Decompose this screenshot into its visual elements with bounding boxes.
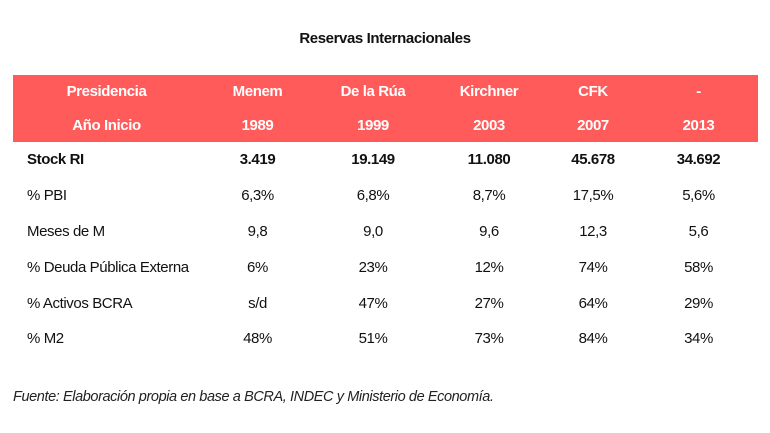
header-cell: Menem [200,75,315,109]
table-row: Stock RI 3.419 19.149 11.080 45.678 34.692 [13,142,758,178]
header-cell: 2003 [431,108,547,142]
table-cell: 8,7% [472,187,506,205]
table-cell: 84% [578,330,608,348]
header-label: Año Inicio [13,108,200,142]
table-cell: 34% [684,330,713,348]
table-row: % M2 48% 51% 73% 84% 34% [13,321,758,357]
table-row: % Activos BCRA s/d 47% 27% 64% 29% [13,285,758,321]
table-cell: 12% [474,258,504,276]
table-row: Meses de M 9,8 9,0 9,6 12,3 5,6 [13,214,758,250]
row-label: % Activos BCRA [27,294,133,312]
table-cell: 58% [684,258,713,276]
table-row: % Deuda Pública Externa 6% 23% 12% 74% 58% [13,249,758,285]
header-cell: - [639,75,758,109]
row-label: % Deuda Pública Externa [27,258,189,276]
table-cell: 48% [243,330,272,348]
source-note: Fuente: Elaboración propia en base a BCR… [13,389,494,405]
table-cell: 3.419 [239,151,276,169]
table-cell: 64% [578,294,608,312]
row-label: Stock RI [27,151,84,169]
header-cell: De la Rúa [315,75,431,109]
reserves-table: Presidencia Menem De la Rúa Kirchner CFK - Año… [13,75,758,357]
table-cell: 5,6% [682,187,715,205]
table-cell: 9,0 [363,222,383,240]
table-cell: 19.149 [351,151,395,169]
table-cell: 47% [358,294,388,312]
table-cell: 74% [578,258,608,276]
header-label: Presidencia [13,75,200,109]
header-cell: CFK [547,75,639,109]
header-cell: 1989 [200,108,315,142]
table-cell: 5,6 [688,222,709,240]
table-cell: 34.692 [676,151,721,169]
table-cell: 9,8 [247,222,268,240]
table-cell: 9,6 [479,222,499,240]
table-cell: 73% [474,330,504,348]
table-cell: 45.678 [571,151,615,169]
table-cell: 12,3 [579,222,607,240]
table-title: Reservas Internacionales [299,30,471,47]
table-row: % PBI 6,3% 6,8% 8,7% 17,5% 5,6% [13,178,758,214]
table-cell: 6,8% [356,187,390,205]
table-cell: 11.080 [467,151,511,169]
header-cell: 2007 [547,108,639,142]
row-label: Meses de M [27,222,105,240]
header-cell: Kirchner [431,75,547,109]
table-cell: 29% [684,294,713,312]
row-label: % PBI [27,187,67,205]
header-cell: 2013 [639,108,758,142]
header-row: Presidencia Menem De la Rúa Kirchner CFK - [13,75,758,109]
row-label: % M2 [27,330,64,348]
table-cell: 27% [474,294,504,312]
header-cell: 1999 [315,108,431,142]
table-cell: 23% [358,258,388,276]
table-cell: 17,5% [572,187,614,205]
header-row: Año Inicio 1989 1999 2003 2007 2013 [13,108,758,142]
table-cell: 51% [358,330,388,348]
table-cell: s/d [248,294,267,312]
table-cell: 6% [247,258,268,276]
table-cell: 6,3% [241,187,274,205]
